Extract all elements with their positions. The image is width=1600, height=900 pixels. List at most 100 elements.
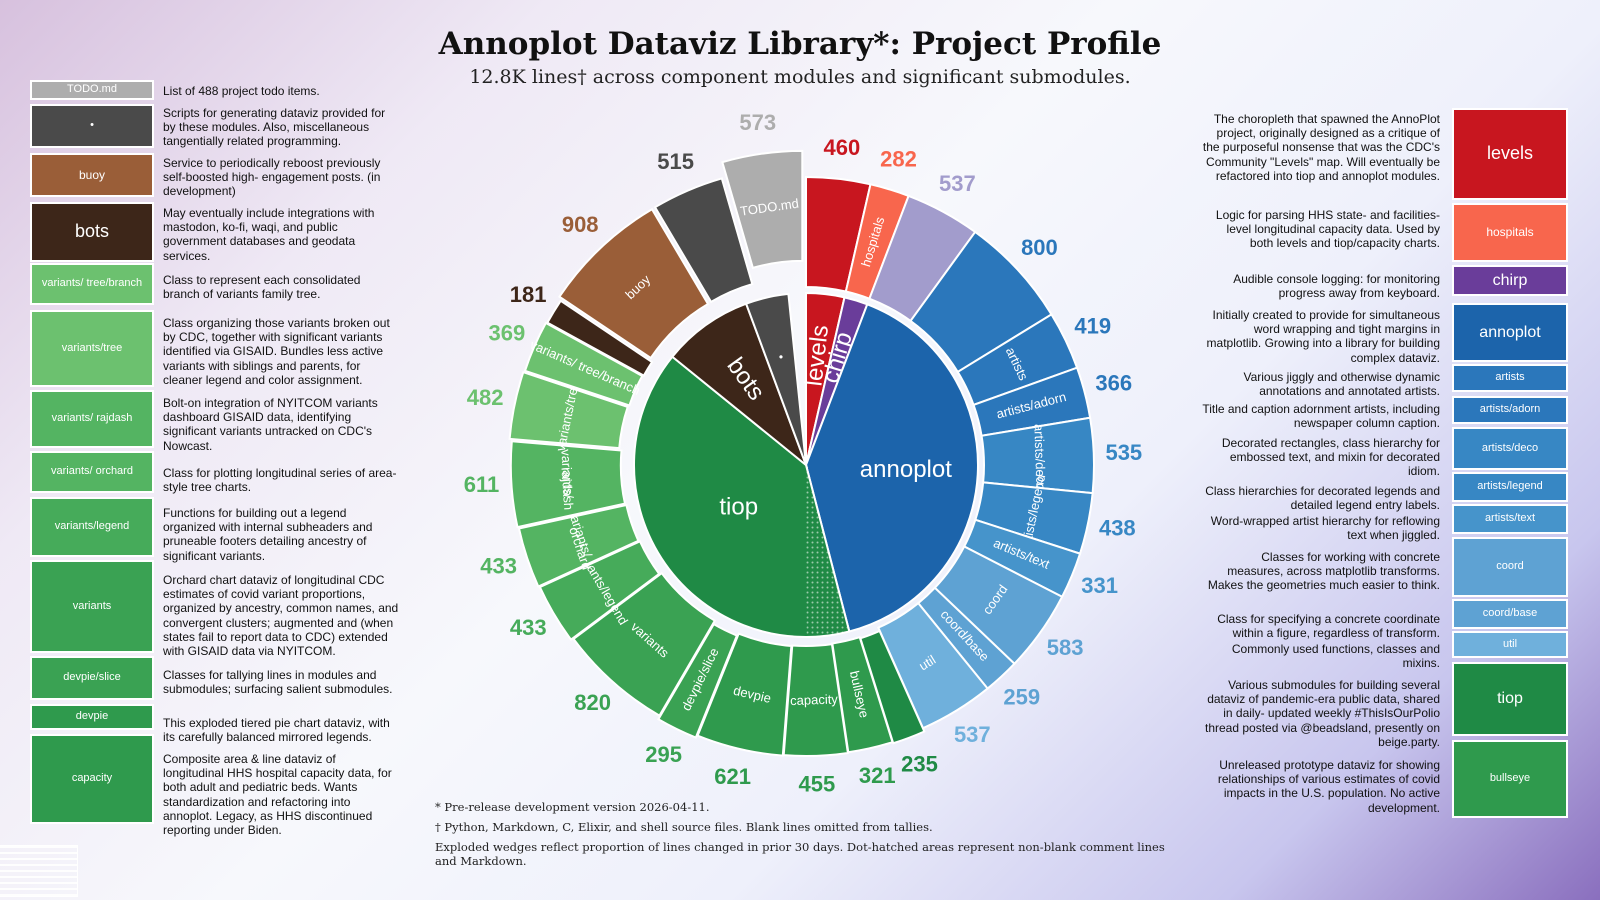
value-label-26: 573 — [739, 110, 776, 135]
outer-label-buoy: buoy — [622, 272, 653, 303]
value-label-19: 433 — [480, 553, 517, 578]
value-label-21: 482 — [467, 385, 504, 410]
right-legend-swatch-util: util — [1452, 631, 1568, 658]
right-legend-desc-levels: The choropleth that spawned the AnnoPlot… — [1202, 112, 1440, 183]
outer-wedge-module — [546, 299, 654, 377]
left-legend-desc-variants: Orchard chart dataviz of longitudinal CD… — [163, 573, 399, 659]
outer-wedge-artists — [956, 313, 1079, 407]
value-label-22: 369 — [488, 320, 525, 345]
outer-label-artists-legend: artists/legend — [1018, 473, 1048, 552]
value-label-23: 181 — [510, 282, 547, 307]
inner-label-levels: levels — [800, 324, 834, 388]
outer-wedge-variants-orchard — [517, 503, 640, 588]
outer-label-artists-deco: artists/deco — [1031, 424, 1048, 491]
left-legend-swatch-todo-md: TODO.md — [30, 80, 154, 100]
value-label-18: 433 — [510, 615, 547, 640]
value-label-6: 535 — [1105, 440, 1142, 465]
value-label-8: 331 — [1081, 573, 1118, 598]
outer-wedge-variants-tree — [508, 370, 629, 450]
right-legend-swatch-artists-text: artists/text — [1452, 504, 1568, 534]
outer-wedge-variants-rajdash — [509, 440, 627, 529]
outer-label-capacity: capacity — [790, 691, 839, 708]
right-legend-swatch-tiop: tiop — [1452, 662, 1568, 736]
right-legend-desc-tiop: Various submodules for building several … — [1204, 678, 1440, 749]
right-legend-swatch-artists-deco: artists/deco — [1452, 427, 1568, 470]
left-legend-desc-variants-legend: Functions for building out a legend orga… — [163, 506, 373, 563]
value-label-3: 800 — [1021, 235, 1058, 260]
left-legend-swatch-bots: bots — [30, 202, 154, 262]
inner-wedge-annoplot — [804, 302, 979, 633]
left-legend-swatch-buoy: buoy — [30, 153, 154, 197]
inner-wedge-chirp — [805, 296, 869, 466]
outer-wedge-todo-md — [721, 149, 804, 270]
outer-wedge-artists-legend — [974, 481, 1094, 555]
left-legend-swatch-variants-tree: variants/tree — [30, 310, 154, 387]
left-legend-swatch-variants: variants — [30, 560, 154, 653]
inner-label-bots: bots — [721, 353, 769, 406]
inner-wedge-levels — [805, 291, 846, 466]
value-label-10: 259 — [1003, 684, 1040, 709]
right-legend-desc-bullseye: Unreleased prototype dataviz for showing… — [1217, 758, 1440, 815]
outer-wedge-artists-deco — [980, 416, 1095, 495]
outer-label-bullseye: bullseye — [847, 669, 872, 719]
right-legend-desc-coord-base: Class for specifying a concrete coordina… — [1217, 612, 1440, 641]
outer-wedge-devpie-slice — [657, 622, 739, 739]
inner-wedge-tiop — [633, 355, 851, 638]
right-legend-swatch-coord: coord — [1452, 537, 1568, 597]
outer-wedge-variants-legend — [538, 540, 661, 642]
value-label-9: 583 — [1047, 635, 1084, 660]
right-legend-desc-artists-legend: Class hierarchies for decorated legends … — [1205, 484, 1440, 513]
value-label-15: 621 — [714, 764, 751, 789]
corner-logo — [0, 845, 78, 897]
right-legend-desc-chirp: Audible console logging: for monitoring … — [1233, 272, 1440, 301]
right-legend-desc-artists-text: Word-wrapped artist hierarchy for reflow… — [1210, 514, 1440, 543]
value-label-24: 908 — [562, 212, 599, 237]
right-legend-swatch-chirp: chirp — [1452, 265, 1568, 296]
value-label-7: 438 — [1099, 516, 1136, 541]
value-label-25: 515 — [657, 149, 694, 174]
left-legend-swatch-variants-orchard: variants/ orchard — [30, 451, 154, 493]
outer-label-devpie-slice: devpie/slice — [678, 645, 721, 713]
value-label-20: 611 — [464, 472, 500, 497]
right-legend-desc-hospitals: Logic for parsing HHS state- and facilit… — [1215, 208, 1440, 251]
value-label-17: 820 — [574, 690, 611, 715]
value-label-12: 235 — [901, 752, 938, 777]
outer-label-todo-md: TODO.md — [739, 196, 800, 219]
right-legend-desc-annoplot: Initially created to provide for simulta… — [1206, 308, 1440, 365]
outer-label-artists-adorn: artists/adorn — [995, 389, 1068, 422]
inner-label-tiop: tiop — [719, 494, 758, 521]
right-legend-desc-artists: Various jiggly and otherwise dynamic ann… — [1243, 370, 1440, 399]
value-label-5: 366 — [1095, 371, 1132, 396]
inner-label-dot: • — [779, 350, 783, 364]
inner-label-chirp: chirp — [817, 329, 858, 387]
right-legend-swatch-levels: levels — [1452, 108, 1568, 200]
outer-wedge-coord — [933, 545, 1064, 666]
outer-wedge-module — [805, 175, 872, 293]
outer-label-coord-base: coord/base — [938, 607, 993, 664]
right-legend-desc-util: Commonly used functions, classes and mix… — [1231, 642, 1440, 671]
inner-wedge-bots — [670, 302, 809, 469]
left-legend-desc-bots: May eventually include integrations with… — [163, 206, 375, 263]
right-legend-swatch-annoplot: annoplot — [1452, 303, 1568, 362]
left-legend-desc-devpie: This exploded tiered pie chart dataviz, … — [163, 716, 390, 745]
left-legend-swatch-capacity: capacity — [30, 734, 154, 824]
outer-wedge-variants — [572, 571, 717, 718]
outer-label-coord: coord — [979, 582, 1010, 617]
left-legend-swatch-module: • — [30, 104, 154, 148]
footnote-explanation: Exploded wedges reflect proportion of li… — [435, 840, 1165, 868]
outer-label-artists: artists — [1003, 345, 1032, 383]
right-legend-swatch-coord-base: coord/base — [1452, 599, 1568, 629]
outer-wedge-artists-adorn — [972, 366, 1092, 437]
right-legend-swatch-artists-adorn: artists/adorn — [1452, 396, 1568, 424]
outer-wedge-artists-text — [962, 518, 1082, 599]
value-label-13: 321 — [859, 763, 896, 788]
page-subtitle: 12.8K lines† across component modules an… — [469, 66, 1131, 88]
left-legend-desc-variants-tree-branch: Class to represent each consolidated bra… — [163, 273, 361, 302]
left-legend-desc-variants-rajdash: Bolt-on integration of NYITCOM variants … — [163, 396, 378, 453]
outer-label-variants-orchard-a: variants/ — [565, 508, 595, 560]
outer-label-devpie: devpie — [732, 683, 773, 706]
outer-label-variants-tree-branch: variants/ tree/branch — [528, 337, 643, 398]
inner-hatch-tiop — [806, 465, 850, 637]
outer-label-variants-tree: variants/tree — [553, 379, 582, 452]
footnote-release: * Pre-release development version 2026-0… — [435, 800, 710, 814]
